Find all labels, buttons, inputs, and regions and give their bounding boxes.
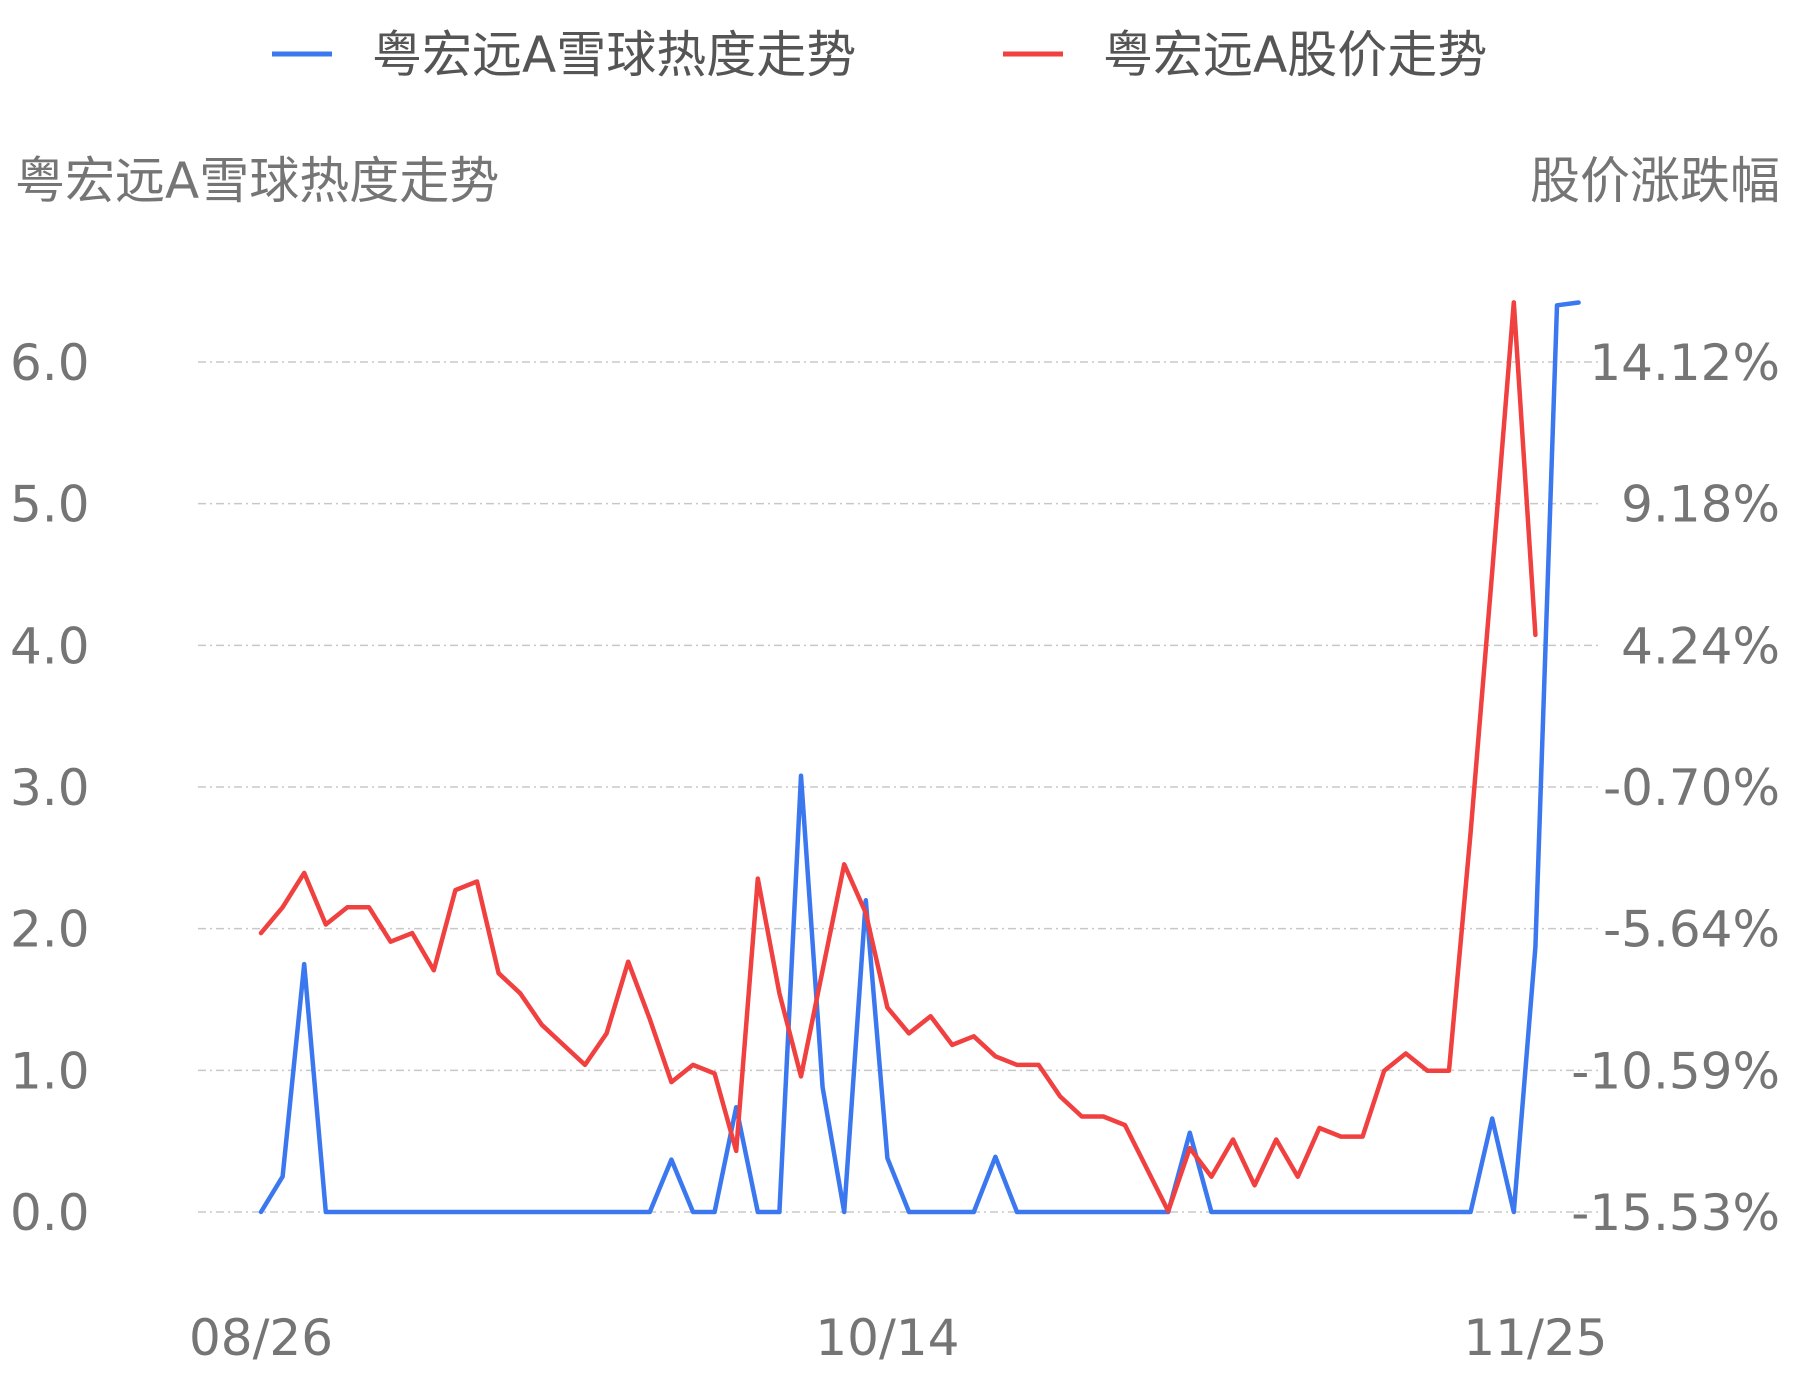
series-lines [258, 300, 1581, 1215]
legend-label-heat: 粤宏远A雪球热度走势 [372, 26, 856, 84]
left-axis-title: 粤宏远A雪球热度走势 [15, 152, 499, 210]
x-tick-label: 10/14 [815, 1309, 959, 1367]
legend-label-price: 粤宏远A股价走势 [1103, 26, 1487, 84]
right-tick-label: 14.12% [1589, 334, 1780, 392]
x-tick-label: 11/25 [1463, 1309, 1607, 1367]
left-tick-label: 5.0 [10, 476, 90, 534]
left-tick-label: 6.0 [10, 334, 90, 392]
left-tick-label: 1.0 [10, 1042, 90, 1100]
right-tick-label: 9.18% [1621, 476, 1780, 534]
right-tick-label: 4.24% [1621, 617, 1780, 675]
legend: 粤宏远A雪球热度走势 粤宏远A股价走势 [272, 26, 1487, 84]
left-tick-label: 2.0 [10, 901, 90, 959]
x-axis-ticks: 08/26 10/14 11/25 [189, 1309, 1607, 1367]
x-tick-label: 08/26 [189, 1309, 333, 1367]
price-series-line [258, 300, 1538, 1214]
right-tick-label: -0.70% [1603, 759, 1780, 817]
right-tick-label: -5.64% [1603, 901, 1780, 959]
right-tick-label: -15.53% [1571, 1184, 1780, 1242]
right-tick-label: -10.59% [1571, 1042, 1780, 1100]
grid-lines [198, 361, 1598, 1213]
heat-series-line [258, 300, 1581, 1215]
left-tick-label: 3.0 [10, 759, 90, 817]
left-tick-label: 0.0 [10, 1184, 90, 1242]
left-tick-label: 4.0 [10, 617, 90, 675]
left-axis-ticks: 0.0 1.0 2.0 3.0 4.0 5.0 6.0 [10, 334, 90, 1242]
right-axis-ticks: -15.53% -10.59% -5.64% -0.70% 4.24% 9.18% 14.1… [1571, 334, 1780, 1242]
right-axis-title: 股价涨跌幅 [1530, 152, 1780, 210]
